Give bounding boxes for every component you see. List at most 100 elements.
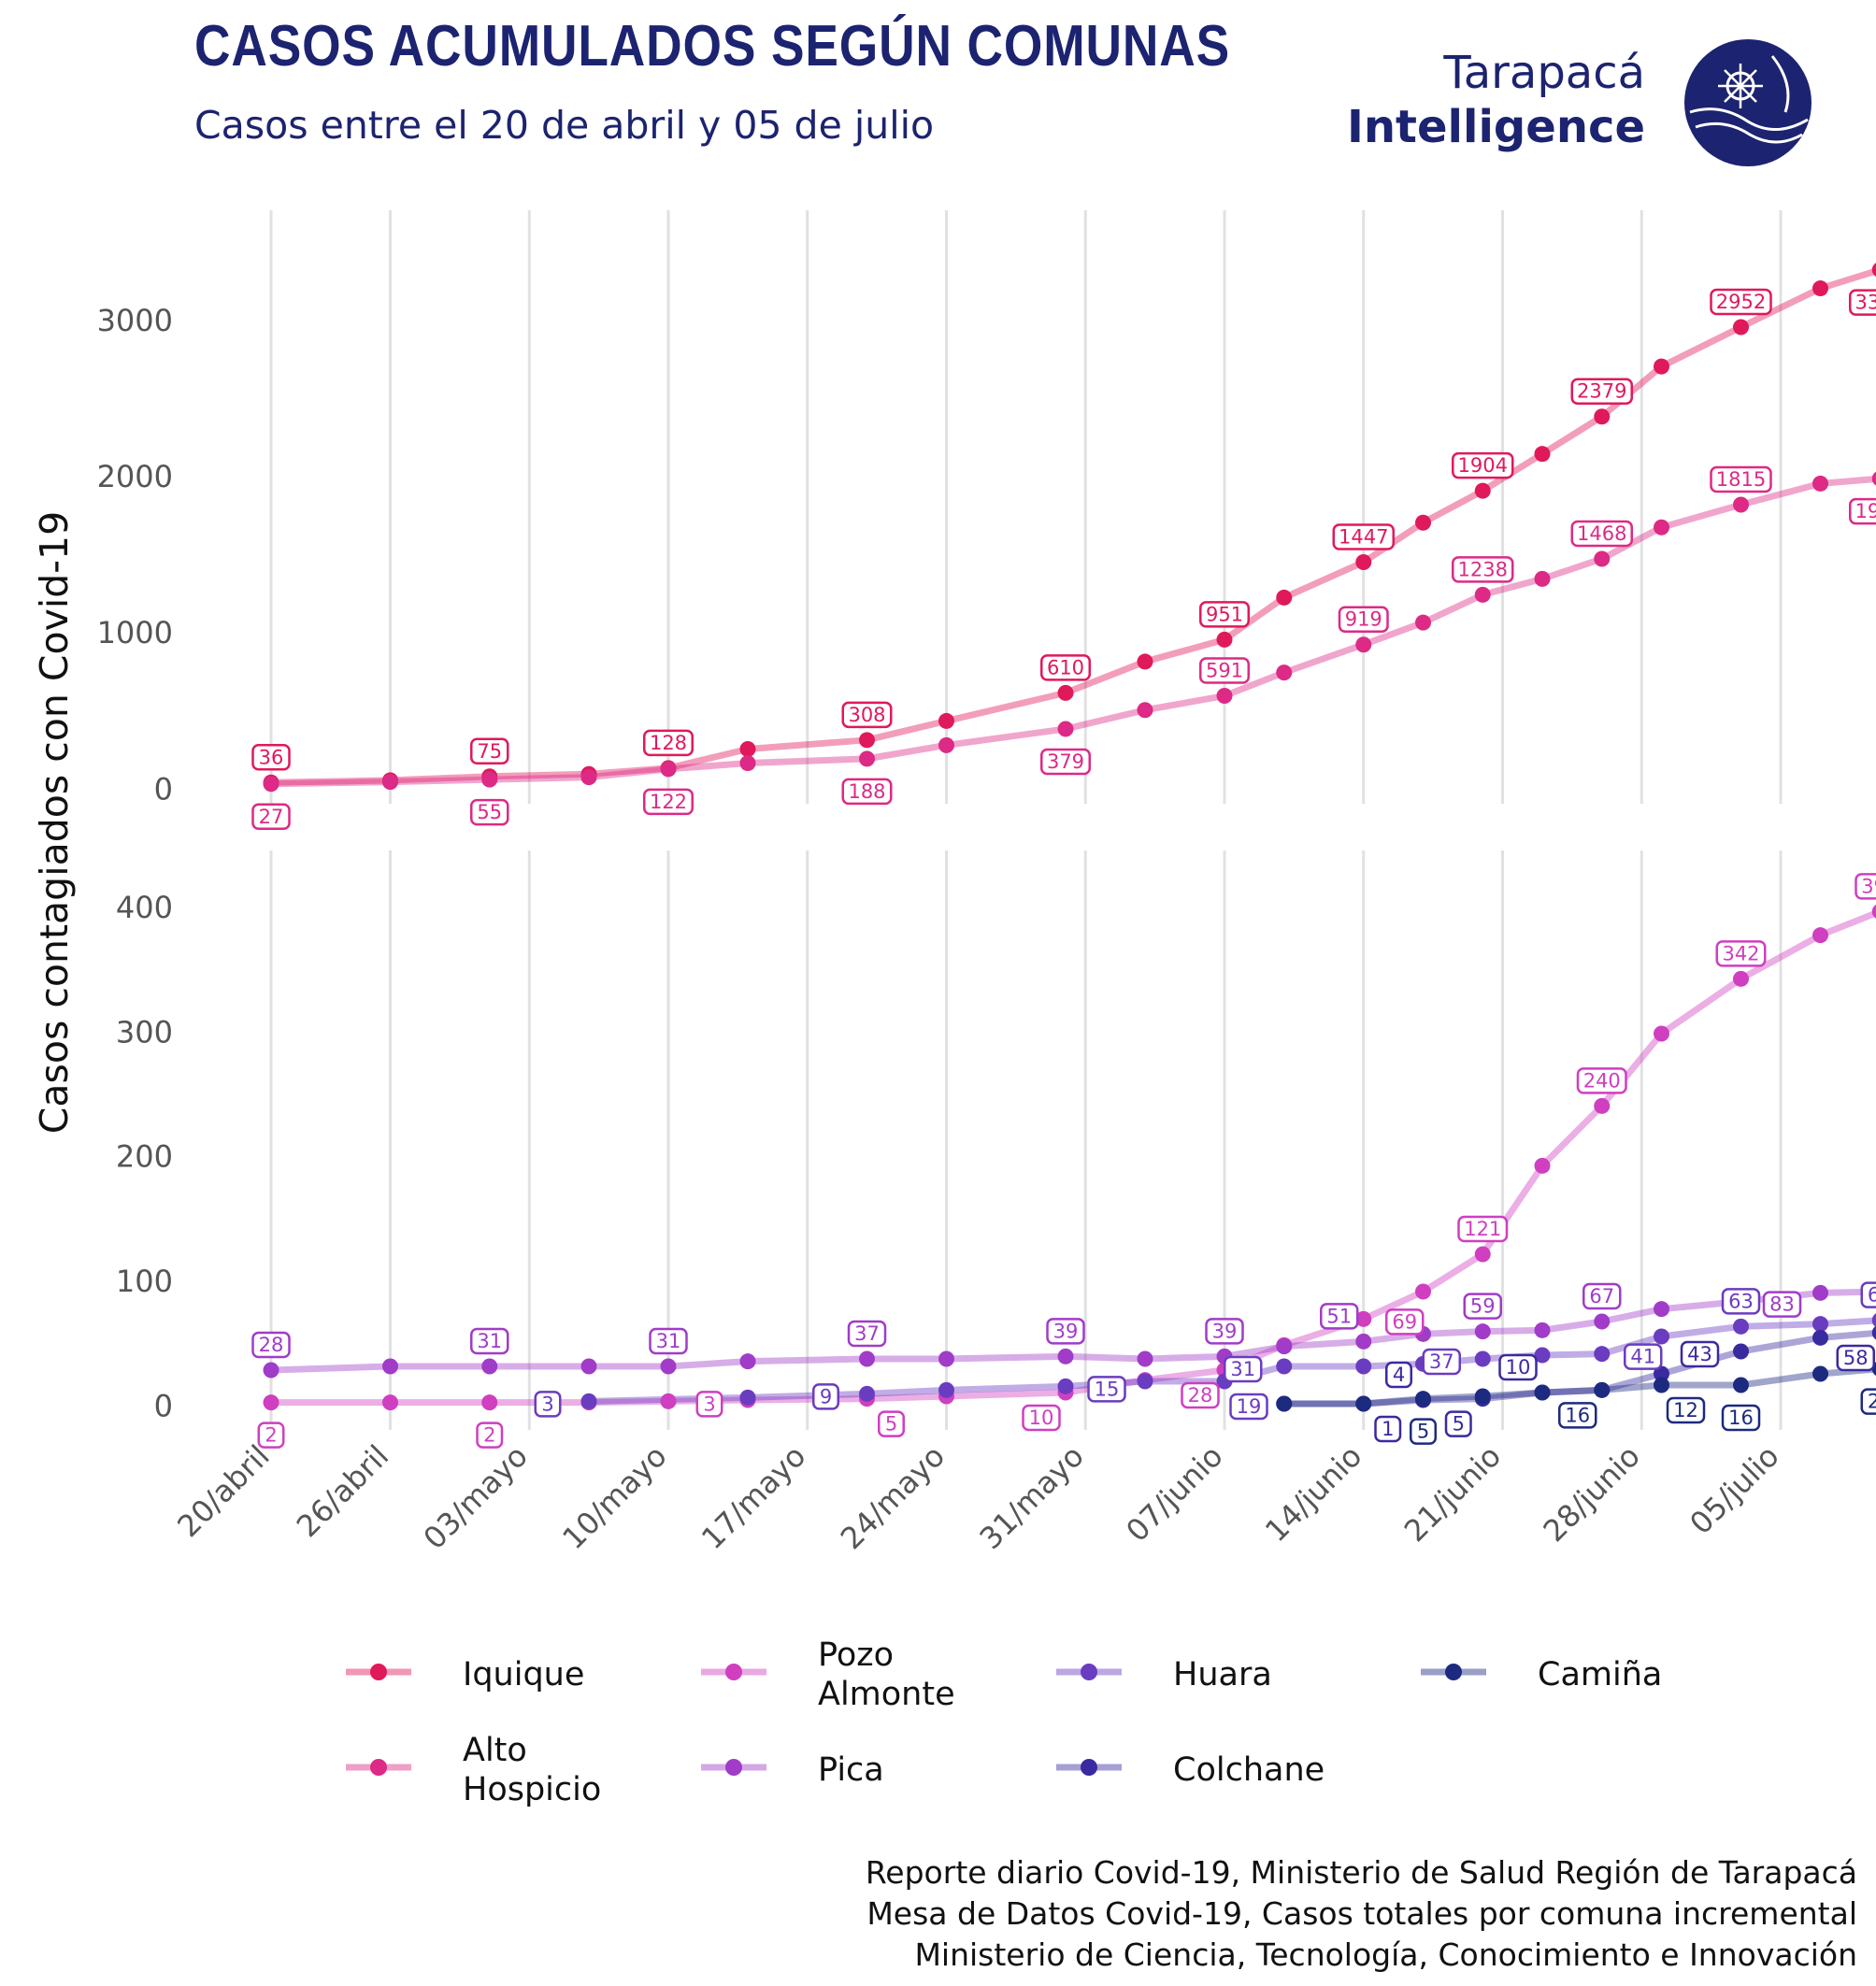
data-label: 1468 [1577,522,1626,545]
legend-key-icon [1056,1759,1122,1776]
y-tick-label: 2000 [97,459,173,494]
data-label: 27 [259,806,284,828]
data-label-box [1452,556,1514,583]
data-label-box [470,1327,509,1355]
series-line-pica [270,1288,1876,1374]
data-point [938,712,954,729]
y-tick-label: 300 [116,1014,173,1050]
y-tick-label: 1000 [97,615,173,650]
data-label: 31 [1230,1358,1255,1380]
data-point [481,771,498,788]
x-tick-label: 26/abril [290,1438,395,1544]
data-point [1871,1325,1876,1340]
data-point [382,1358,398,1375]
data-label-box [1762,1291,1802,1318]
source-line: Reporte diario Covid-19, Ministerio de S… [865,1854,1857,1891]
data-point [1415,1283,1431,1300]
legend-label: Pica [818,1751,884,1789]
x-tick-label: 07/junio [1119,1438,1229,1549]
data-point [1276,1358,1293,1375]
data-point [481,1394,498,1411]
x-tick-label: 05/julio [1683,1438,1785,1541]
chart-title: CASOS ACUMULADOS SEGÚN COMUNAS [194,14,1231,79]
data-point [859,732,875,749]
data-point [1534,570,1551,587]
data-label-box [1374,1415,1402,1443]
data-label: 951 [1206,603,1243,625]
data-label-box [1385,1361,1412,1389]
data-point [1415,614,1431,631]
data-point [859,1350,875,1367]
legend-label: Iquique [463,1656,585,1693]
data-point [1355,1333,1372,1350]
data-point [1534,1322,1551,1338]
data-label: 5 [885,1413,897,1436]
data-label-box [1229,1393,1268,1421]
legend-label: Colchane [1173,1751,1325,1789]
data-label-box [1860,1388,1876,1415]
data-point [739,1353,756,1370]
data-point [660,1358,677,1375]
data-label: 1447 [1339,525,1388,548]
series-line-alto-hospicio [270,475,1876,788]
data-label: 83 [1769,1293,1795,1316]
data-label: 919 [1345,608,1382,631]
data-label-box [1457,1215,1509,1243]
data-point [1594,1346,1611,1363]
logo-text-line2: Intelligence [1347,101,1645,153]
data-point [1057,684,1074,701]
data-point [1057,721,1074,737]
data-point [1534,446,1551,463]
data-point [1654,1377,1669,1393]
data-label-box [1710,288,1772,316]
data-point [263,776,279,793]
data-point [859,1385,875,1402]
data-point [938,736,954,753]
data-point [938,1381,954,1398]
data-label: 69 [1392,1310,1417,1333]
data-label: 28 [259,1334,284,1356]
data-label: 37 [1429,1350,1454,1373]
x-tick-label: 10/mayo [555,1438,673,1556]
data-point [1812,1316,1828,1333]
data-point [739,755,756,772]
data-label: 379 [1047,750,1084,773]
data-label-box [476,1422,504,1449]
data-label-box [1181,1381,1220,1409]
data-point [1594,1097,1611,1114]
data-label-box [251,744,291,771]
data-point [1216,631,1233,648]
data-point [1871,471,1876,486]
data-point [1355,553,1372,570]
legend-key-icon [1056,1664,1122,1680]
data-point [1276,1395,1293,1412]
data-label-box [1849,289,1876,316]
data-point [1474,1350,1491,1367]
data-label-box [1570,378,1633,405]
series-line-camina [1283,1365,1876,1407]
data-point [1534,1347,1551,1364]
source-note: Reporte diario Covid-19, Ministerio de S… [866,1852,1857,1976]
data-point [1812,1284,1828,1301]
data-label: 122 [650,791,687,813]
legend-label: Alto Hospicio [463,1732,602,1808]
data-point [1276,664,1293,681]
data-label-box [1205,1318,1244,1345]
data-label-box [1570,520,1633,548]
data-point [1733,319,1749,336]
data-point [1733,1377,1749,1393]
legend-key-icon [701,1664,766,1680]
data-label: 121 [1464,1218,1501,1240]
data-point [1474,586,1491,603]
data-label: 1 [1382,1418,1394,1440]
data-label-box [1320,1303,1359,1330]
data-label: 36 [259,746,284,768]
data-label: 68 [1868,1284,1876,1307]
data-point [1137,1373,1153,1390]
chart-area: 3675128308610951144719042379295233193583… [97,210,1876,1556]
data-point [1355,1310,1372,1327]
data-label-box [812,1383,839,1410]
data-point [1594,1381,1611,1398]
data-point [580,769,597,786]
data-label: 15 [1095,1378,1120,1400]
